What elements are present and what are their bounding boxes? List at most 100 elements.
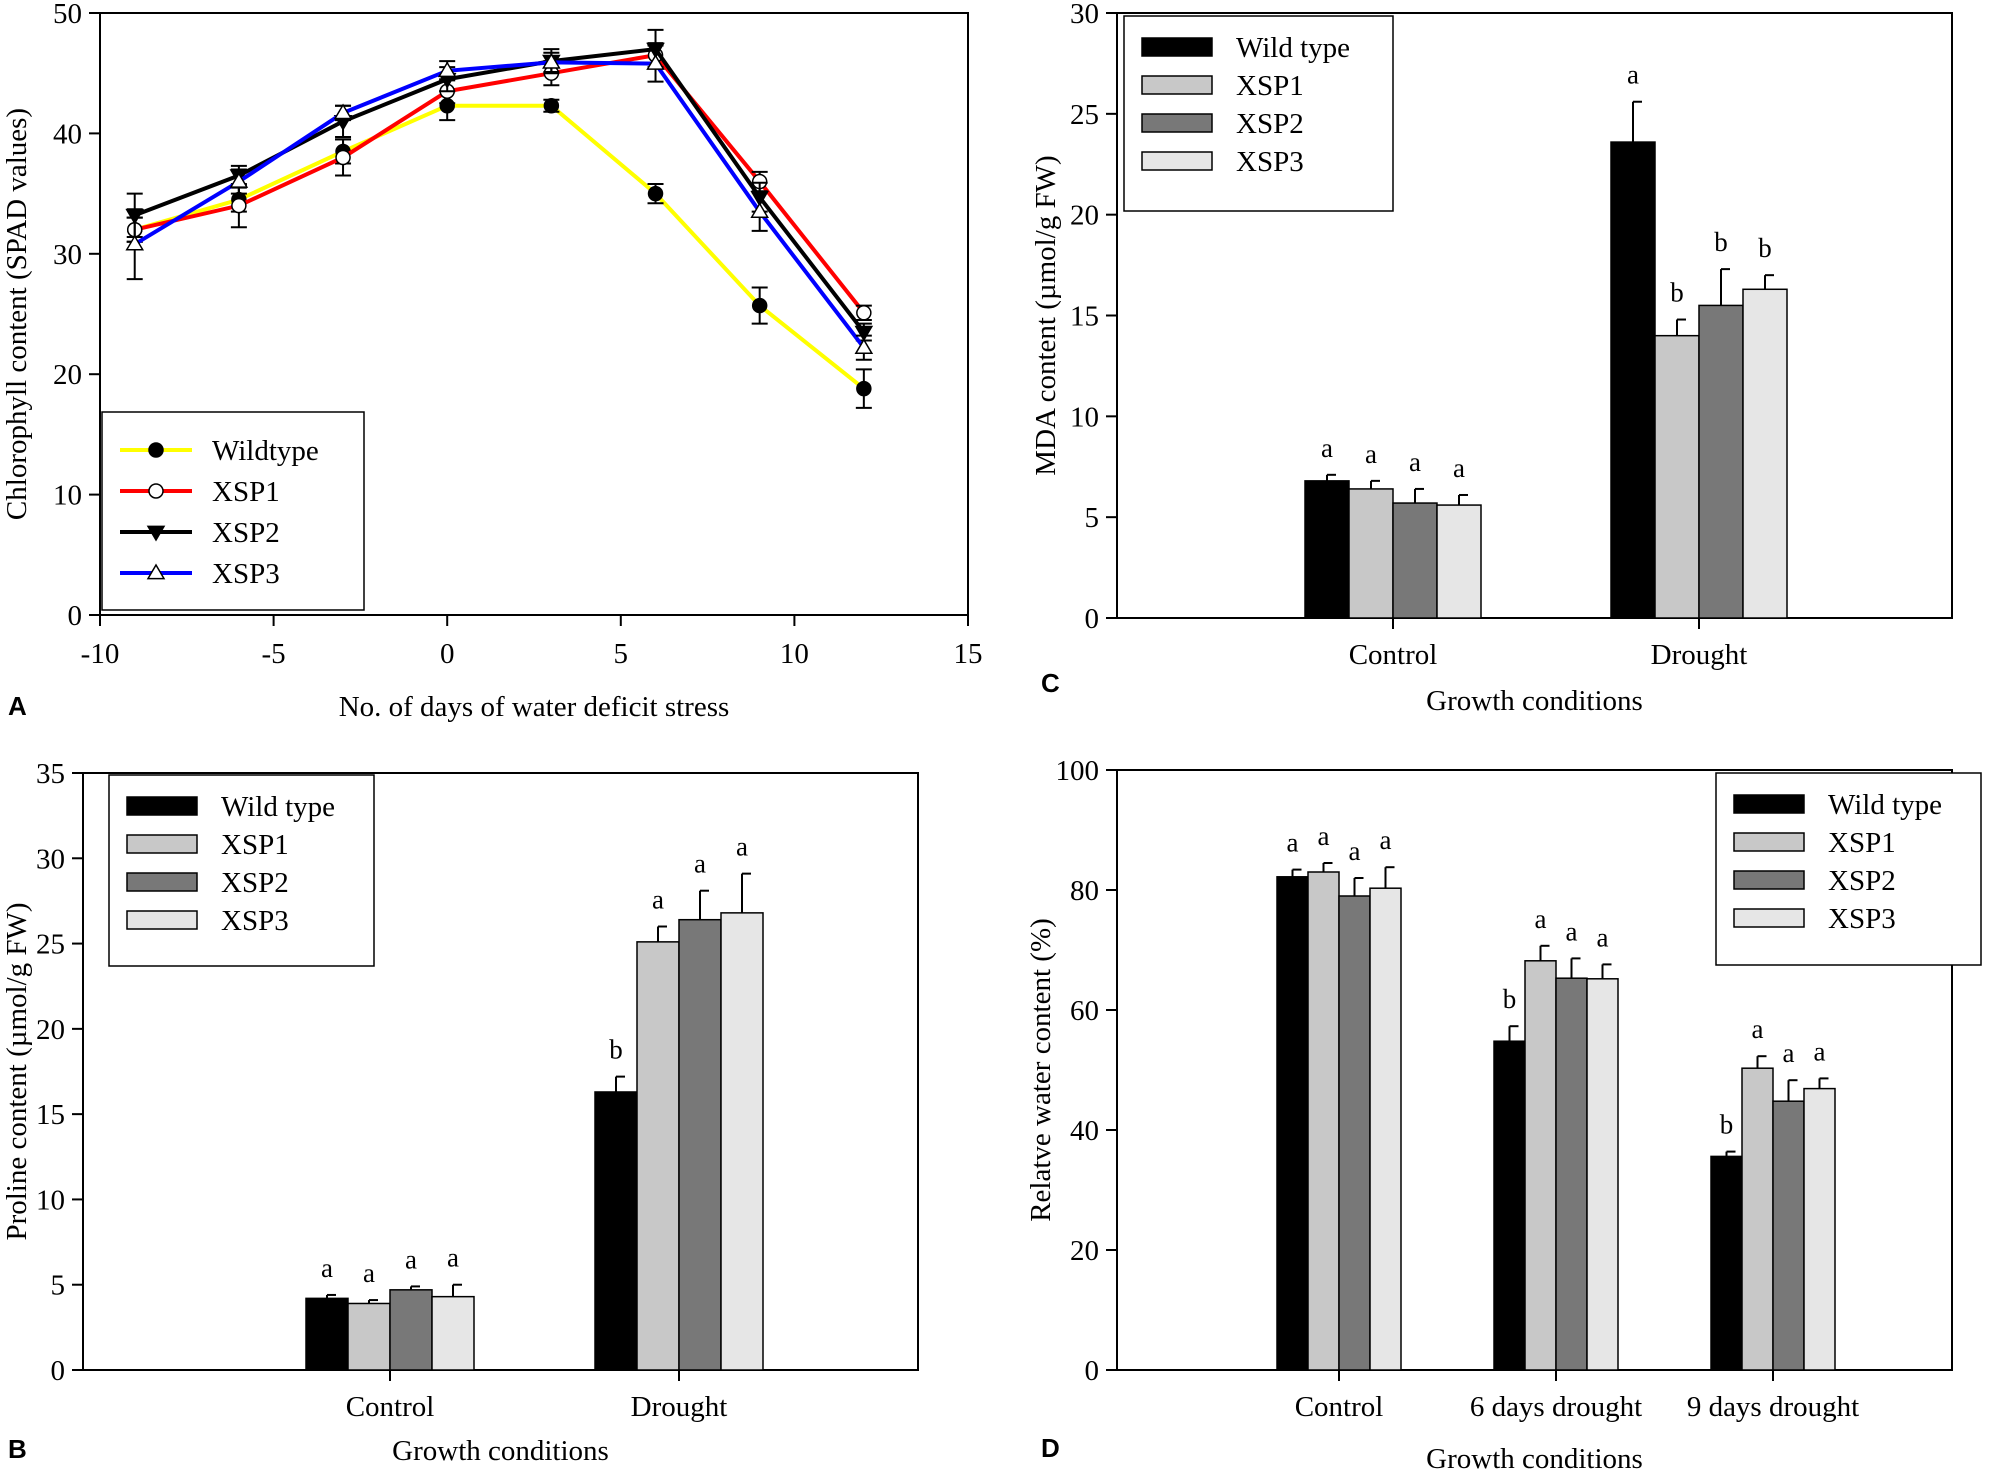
legend-label: XSP1 (212, 476, 280, 508)
legend-swatch (126, 834, 198, 854)
y-tick-label: 80 (1070, 875, 1099, 907)
x-tick-label: 10 (780, 638, 809, 670)
significance-letter: b (1503, 984, 1517, 1014)
significance-letter: a (1627, 60, 1639, 90)
chart-C: 0 5 10 15 20 25 30 MDA content (µmol/g FW) Growt… (1030, 0, 1953, 717)
significance-letter: a (1349, 836, 1361, 866)
y-tick-label: 40 (1070, 1115, 1099, 1147)
significance-letter: b (1720, 1110, 1734, 1140)
x-axis-label: Growth conditions (1426, 1443, 1643, 1473)
marker-open-triangle-up (125, 234, 145, 251)
bar (720, 912, 764, 1371)
legend-box (101, 411, 365, 611)
bar (1654, 334, 1700, 619)
y-tick-label: 0 (51, 1355, 66, 1387)
legend-label: Wild type (221, 791, 335, 823)
bar (1369, 887, 1402, 1371)
series-line (134, 103, 866, 391)
x-tick-label: -5 (262, 638, 286, 670)
legend-label: XSP3 (221, 905, 289, 937)
x-tick-label: -10 (81, 638, 120, 670)
bar (1493, 1040, 1526, 1371)
panel-letter: B (8, 1434, 27, 1464)
category-label: Control (1349, 639, 1438, 671)
y-tick-label: 25 (36, 929, 65, 961)
x-axis-label: No. of days of water deficit stress (339, 691, 730, 723)
significance-letter: b (1714, 227, 1728, 257)
bar (594, 1091, 638, 1371)
y-tick-label: 30 (1070, 0, 1099, 30)
y-axis-label: Chlorophyll content (SPAD values) (1, 108, 33, 520)
legend-swatch (1733, 870, 1805, 890)
bar (389, 1289, 433, 1371)
category-label: 6 days drought (1470, 1391, 1642, 1423)
significance-letter: a (405, 1244, 417, 1274)
legend-label: XSP2 (1828, 865, 1896, 897)
legend-swatch (126, 910, 198, 930)
significance-letter: a (1535, 904, 1547, 934)
bar (1276, 876, 1309, 1371)
y-tick-label: 30 (53, 239, 82, 271)
plot-frame (99, 12, 969, 616)
chart-B: 0 5 10 15 20 25 30 35 Proline content (µmol/g FW… (1, 758, 919, 1467)
y-tick-label: 25 (1070, 99, 1099, 131)
significance-letter: a (447, 1243, 459, 1273)
legend-swatch (1141, 113, 1213, 133)
legend-label: XSP3 (212, 558, 280, 590)
significance-letter: a (1566, 916, 1578, 946)
significance-letter: a (1814, 1036, 1826, 1066)
x-axis-label: Growth conditions (1426, 685, 1643, 717)
significance-letter: b (1758, 233, 1772, 263)
marker-open-triangle-up (646, 54, 665, 70)
significance-letter: a (1453, 453, 1465, 483)
y-axis-label: MDA content (µmol/g FW) (1030, 155, 1062, 475)
x-tick-label: 15 (954, 638, 983, 670)
bar (636, 941, 680, 1371)
category-label: Drought (1651, 639, 1748, 671)
bar (431, 1295, 475, 1371)
series-wildtype (126, 90, 872, 409)
marker-filled-triangle-down (146, 525, 166, 542)
marker-filled-circle (543, 97, 560, 114)
marker-filled-circle (751, 297, 768, 314)
legend-label: XSP1 (1828, 827, 1896, 859)
significance-letter: b (1670, 278, 1684, 308)
bar (1803, 1087, 1836, 1371)
x-tick-label: 0 (440, 638, 455, 670)
y-tick-label: 20 (1070, 1235, 1099, 1267)
bar (1392, 502, 1438, 619)
bar (1586, 978, 1619, 1371)
significance-letter: a (1365, 439, 1377, 469)
category-label: 9 days drought (1687, 1391, 1859, 1423)
bar (1610, 141, 1656, 619)
bar (1524, 960, 1557, 1371)
panel-letter: A (8, 691, 27, 721)
bar (1338, 895, 1371, 1371)
legend-swatch (126, 796, 198, 816)
legend-label: XSP2 (212, 517, 280, 549)
y-axis-label: Proline content (µmol/g FW) (1, 902, 33, 1240)
category-label: Control (1295, 1391, 1384, 1423)
y-tick-label: 20 (1070, 200, 1099, 232)
bar (678, 918, 722, 1371)
bar (1710, 1155, 1743, 1371)
legend-label: XSP1 (221, 829, 289, 861)
significance-letter: a (694, 849, 706, 879)
panel-letter: D (1041, 1433, 1060, 1463)
legend-label: XSP3 (1236, 146, 1304, 178)
series-line (133, 60, 866, 349)
bar (1436, 504, 1482, 619)
bar (1307, 871, 1340, 1371)
y-tick-label: 5 (51, 1270, 66, 1302)
marker-open-triangle-up (750, 202, 769, 219)
legend-swatch (126, 872, 198, 892)
y-axis-label: Relatve water content (%) (1025, 918, 1057, 1222)
y-tick-label: 5 (1085, 502, 1100, 534)
panel-letter: C (1041, 668, 1060, 698)
y-tick-label: 40 (53, 118, 82, 150)
legend-label: Wild type (1236, 32, 1350, 64)
significance-letter: a (1321, 433, 1333, 463)
bar (1772, 1100, 1805, 1371)
marker-open-circle (231, 197, 247, 214)
